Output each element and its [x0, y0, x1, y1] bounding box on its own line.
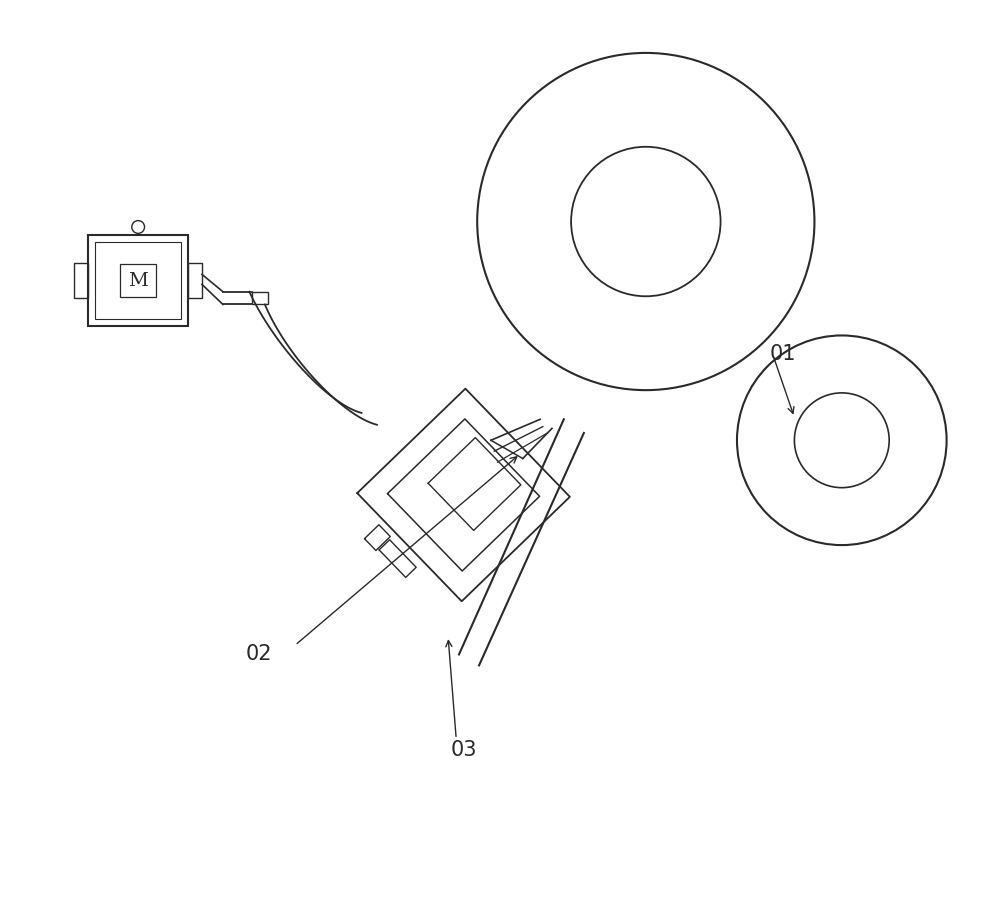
Bar: [74, 263, 88, 298]
Bar: [252, 292, 268, 304]
Text: 01: 01: [769, 344, 796, 364]
Text: 03: 03: [450, 740, 477, 760]
Bar: [95, 242, 181, 319]
Bar: [120, 264, 156, 297]
Bar: [88, 235, 188, 326]
Text: 02: 02: [245, 645, 272, 665]
Text: M: M: [128, 271, 148, 290]
Bar: [188, 263, 202, 298]
